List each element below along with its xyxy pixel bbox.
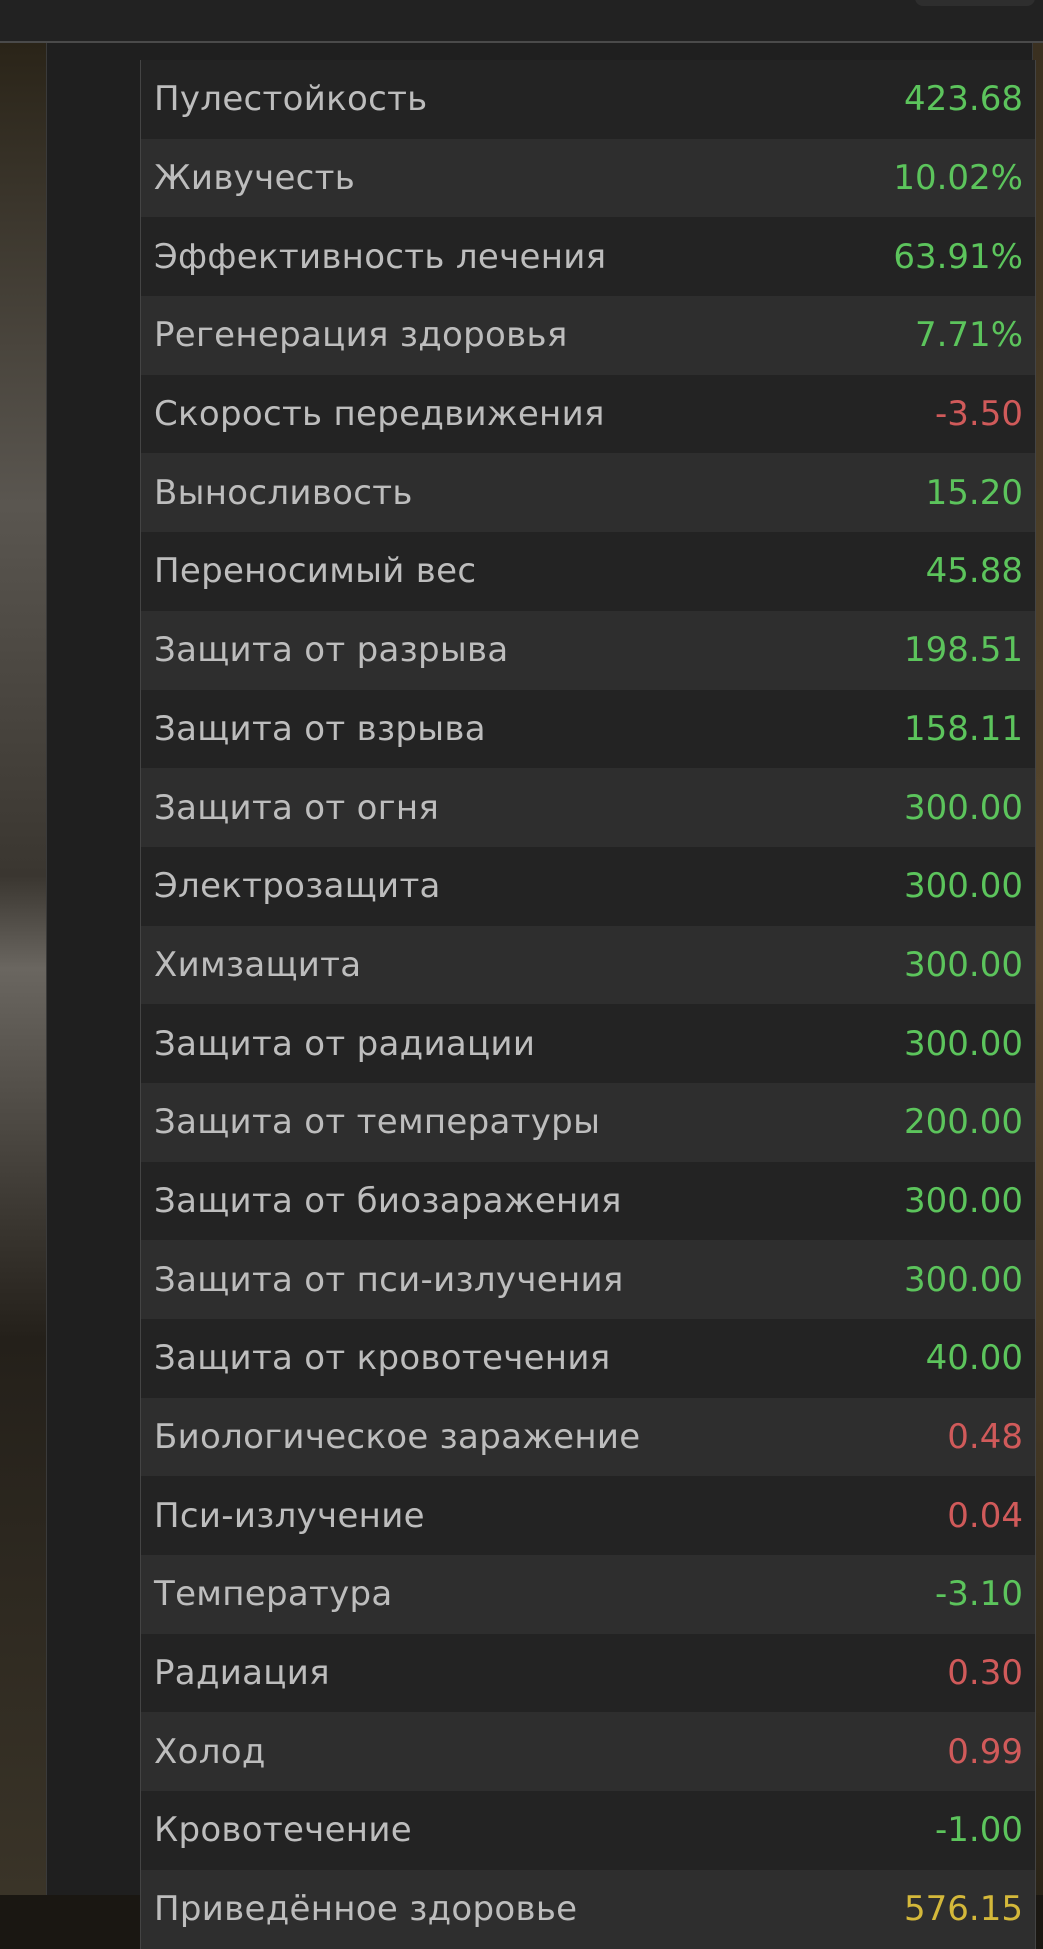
stat-label: Приведённое здоровье [154,1889,578,1930]
stat-label: Защита от огня [154,787,440,828]
stat-row: Защита от кровотечения 40.00 [141,1319,1035,1398]
stat-label: Регенерация здоровья [154,315,568,356]
stat-label: Выносливость [154,472,413,513]
stat-value: 300.00 [904,944,1023,985]
stat-row: Радиация 0.30 [141,1633,1035,1713]
stat-row: Защита от разрыва 198.51 [141,610,1035,690]
stat-value: 300.00 [904,787,1023,828]
stat-label: Кровотечение [154,1810,412,1851]
stat-label: Защита от радиации [154,1023,536,1064]
stat-row: Биологическое заражение 0.48 [141,1397,1035,1477]
stat-value: 0.48 [947,1417,1023,1458]
stat-value: -3.50 [935,394,1023,435]
stat-row: Эффективность лечения 63.91% [141,217,1035,297]
stat-value: -1.00 [935,1810,1023,1851]
stat-label: Защита от взрыва [154,708,486,749]
stat-label: Биологическое заражение [154,1417,641,1458]
stat-label: Холод [154,1731,266,1772]
stat-value: 15.20 [925,472,1023,513]
stat-value: 423.68 [904,79,1023,120]
stat-label: Электрозащита [154,866,441,907]
stat-label: Температура [154,1574,393,1615]
stat-label: Защита от разрыва [154,630,509,671]
stat-label: Живучесть [154,158,356,199]
stat-row: Электрозащита 300.00 [141,846,1035,926]
stat-label: Переносимый вес [154,551,477,592]
stat-row: Защита от биозаражения 300.00 [141,1161,1035,1241]
stat-row: Защита от пси-излучения 300.00 [141,1240,1035,1319]
stat-value: -3.10 [935,1574,1023,1615]
stat-row: Пси-излучение 0.04 [141,1476,1035,1556]
stat-label: Защита от биозаражения [154,1180,622,1221]
stat-row: Защита от радиации 300.00 [141,1004,1035,1083]
stat-value: 63.91% [893,236,1023,277]
stat-row: Защита от температуры 200.00 [141,1082,1035,1162]
stat-row: Температура -3.10 [141,1555,1035,1634]
stat-value: 198.51 [904,630,1023,671]
stat-value: 40.00 [925,1338,1023,1379]
stat-row: Кровотечение -1.00 [141,1791,1035,1870]
stat-value: 7.71% [914,315,1023,356]
stat-label: Эффективность лечения [154,236,607,277]
stat-row: Скорость передвижения -3.50 [141,374,1035,454]
stat-value: 300.00 [904,1023,1023,1064]
stat-value: 10.02% [893,158,1023,199]
stat-value: 0.04 [947,1495,1023,1536]
stat-label: Пулестойкость [154,79,428,120]
stat-row: Химзащита 300.00 [141,925,1035,1005]
stat-label: Радиация [154,1653,330,1694]
stat-label: Защита от кровотечения [154,1338,611,1379]
stat-value: 576.15 [904,1889,1023,1930]
stat-value: 200.00 [904,1102,1023,1143]
stats-panel: Пулестойкость 423.68 Живучесть 10.02% Эффект… [46,43,1036,1949]
stat-label: Защита от температуры [154,1102,601,1143]
stat-label: Химзащита [154,944,362,985]
stat-row: Живучесть 10.02% [141,138,1035,218]
stat-row: Переносимый вес 45.88 [141,532,1035,611]
stat-value: 300.00 [904,1180,1023,1221]
stat-value: 0.30 [947,1653,1023,1694]
stat-value: 158.11 [904,708,1023,749]
stats-table: Пулестойкость 423.68 Живучесть 10.02% Эффект… [140,60,1036,1949]
background-image-right [1033,42,1043,1895]
stat-value: 0.99 [947,1731,1023,1772]
stat-row: Приведённое здоровье 576.15 [141,1869,1035,1949]
stat-label: Скорость передвижения [154,394,605,435]
stat-row: Выносливость 15.20 [141,453,1035,533]
stat-row: Пулестойкость 423.68 [141,60,1035,139]
top-bar-button[interactable] [915,0,1035,6]
stat-value: 300.00 [904,1259,1023,1300]
stat-row: Регенерация здоровья 7.71% [141,296,1035,375]
stat-row: Холод 0.99 [141,1712,1035,1792]
stat-row: Защита от огня 300.00 [141,768,1035,847]
stat-label: Защита от пси-излучения [154,1259,624,1300]
stat-label: Пси-излучение [154,1495,425,1536]
top-bar [0,0,1043,43]
stat-value: 300.00 [904,866,1023,907]
stat-row: Защита от взрыва 158.11 [141,689,1035,769]
stat-value: 45.88 [925,551,1023,592]
background-image [0,42,46,1895]
